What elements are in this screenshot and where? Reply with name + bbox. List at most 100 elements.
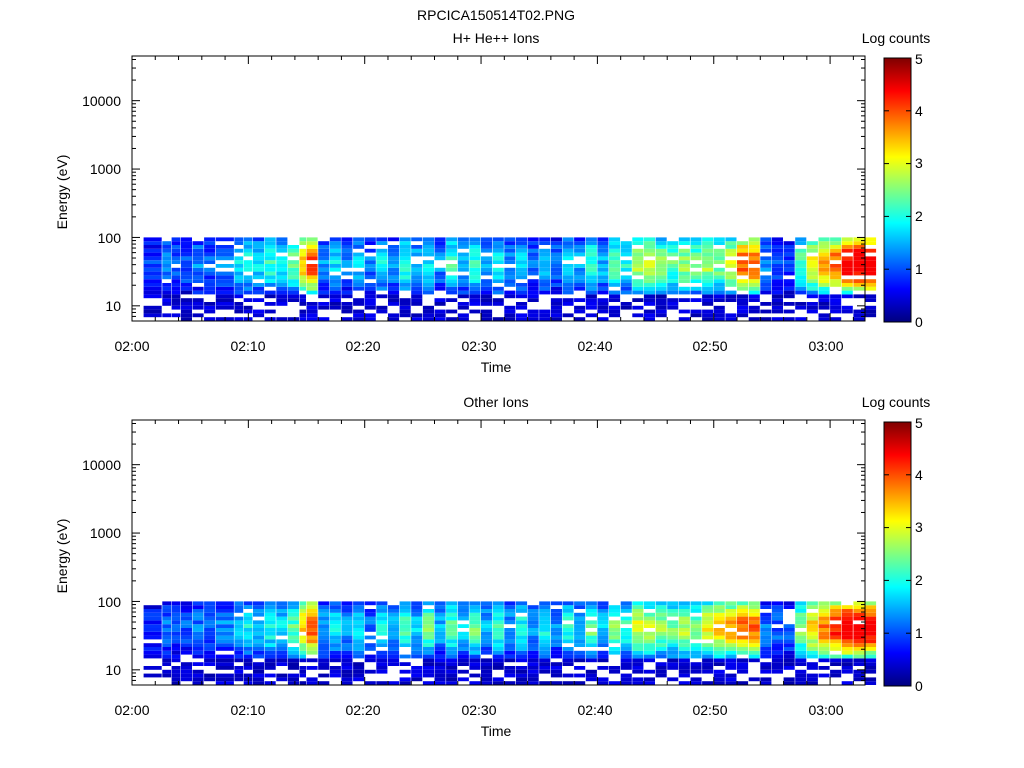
heatmap-cell xyxy=(422,241,434,245)
heatmap-cell xyxy=(574,635,586,640)
heatmap-cell xyxy=(364,317,376,321)
heatmap-cell xyxy=(143,313,162,318)
heatmap-cell xyxy=(667,677,679,682)
heatmap-cell xyxy=(481,628,493,632)
heatmap-cell xyxy=(783,309,795,314)
heatmap-cell xyxy=(632,647,644,651)
heatmap-cell xyxy=(609,609,621,613)
heatmap-cell xyxy=(299,666,306,670)
heatmap-cell xyxy=(364,658,376,663)
heatmap-cell xyxy=(215,654,234,659)
heatmap-cell xyxy=(162,252,172,257)
heatmap-cell xyxy=(771,317,783,321)
heatmap-cell xyxy=(516,635,528,640)
heatmap-cell xyxy=(162,260,172,264)
heatmap-cell xyxy=(806,294,818,299)
heatmap-cell xyxy=(562,245,574,249)
heatmap-cell xyxy=(853,673,865,678)
heatmap-cell xyxy=(597,681,609,685)
heatmap-cell xyxy=(376,643,388,647)
heatmap-cell xyxy=(737,612,749,617)
heatmap-cell xyxy=(585,286,597,291)
heatmap-cell xyxy=(597,616,609,621)
heatmap-cell xyxy=(620,302,632,306)
heatmap-cell xyxy=(748,294,760,299)
heatmap-cell xyxy=(795,237,807,242)
heatmap-cell xyxy=(411,631,423,636)
heatmap-cell xyxy=(287,290,299,295)
heatmap-cell xyxy=(287,612,299,617)
heatmap-cell xyxy=(748,245,760,249)
heatmap-cell xyxy=(818,624,830,628)
heatmap-cell xyxy=(865,609,877,613)
heatmap-cell xyxy=(713,237,725,242)
heatmap-cell xyxy=(234,635,244,640)
heatmap-cell xyxy=(234,264,244,268)
heatmap-cell xyxy=(364,260,376,264)
heatmap-cell xyxy=(253,245,265,249)
heatmap-cell xyxy=(180,628,192,632)
heatmap-cell xyxy=(264,294,276,299)
heatmap-cell xyxy=(609,624,621,628)
heatmap-cell xyxy=(597,264,609,268)
heatmap-cell xyxy=(597,658,609,663)
heatmap-cell xyxy=(341,643,353,647)
heatmap-cell xyxy=(620,605,632,609)
heatmap-cell xyxy=(690,279,702,283)
heatmap-cell xyxy=(527,605,539,609)
heatmap-cell xyxy=(771,241,783,245)
heatmap-cell xyxy=(818,654,830,659)
y-axis-label: Energy (eV) xyxy=(54,519,70,594)
heatmap-cell xyxy=(597,305,609,310)
heatmap-cell xyxy=(341,237,353,242)
heatmap-cell xyxy=(620,305,632,310)
heatmap-cell xyxy=(585,294,597,299)
heatmap-cell xyxy=(713,267,725,272)
heatmap-cell xyxy=(771,264,783,268)
heatmap-cell xyxy=(276,290,288,295)
heatmap-cell xyxy=(204,662,216,666)
heatmap-cell xyxy=(143,290,162,295)
heatmap-cell xyxy=(655,294,667,299)
heatmap-cell xyxy=(795,241,807,245)
heatmap-cell xyxy=(830,658,842,663)
heatmap-cell xyxy=(171,283,181,287)
heatmap-cell xyxy=(574,616,586,621)
heatmap-cell xyxy=(574,624,586,628)
heatmap-cell xyxy=(469,662,481,666)
heatmap-cell xyxy=(264,616,276,621)
heatmap-cell xyxy=(171,635,181,640)
heatmap-cell xyxy=(504,305,516,310)
heatmap-cell xyxy=(597,275,609,280)
heatmap-cell xyxy=(264,635,276,640)
heatmap-cell xyxy=(818,666,830,670)
heatmap-cell xyxy=(655,298,667,302)
panel-title: Other Ions xyxy=(463,394,528,410)
heatmap-cell xyxy=(516,677,528,682)
heatmap-cell xyxy=(469,658,481,663)
heatmap-cell xyxy=(737,309,749,314)
heatmap-cell xyxy=(243,628,253,632)
heatmap-cell xyxy=(318,639,330,644)
heatmap-cell xyxy=(264,309,276,314)
heatmap-cell xyxy=(457,601,469,606)
heatmap-cell xyxy=(690,647,702,651)
heatmap-cell xyxy=(376,260,388,264)
heatmap-cell xyxy=(264,237,276,242)
heatmap-cell xyxy=(527,647,539,651)
heatmap-cell xyxy=(678,248,690,253)
heatmap-cell xyxy=(253,237,265,242)
heatmap-cell xyxy=(276,245,288,249)
heatmap-cell xyxy=(388,248,400,253)
heatmap-cell xyxy=(609,256,621,261)
heatmap-cell xyxy=(620,267,632,272)
heatmap-cell xyxy=(162,669,172,674)
heatmap-cell xyxy=(655,624,667,628)
heatmap-cell xyxy=(388,654,400,659)
heatmap-cell xyxy=(632,237,644,242)
heatmap-cell xyxy=(388,624,400,628)
heatmap-cell xyxy=(276,612,288,617)
heatmap-cell xyxy=(527,616,539,621)
heatmap-cell xyxy=(306,658,318,663)
heatmap-cell xyxy=(171,294,181,299)
